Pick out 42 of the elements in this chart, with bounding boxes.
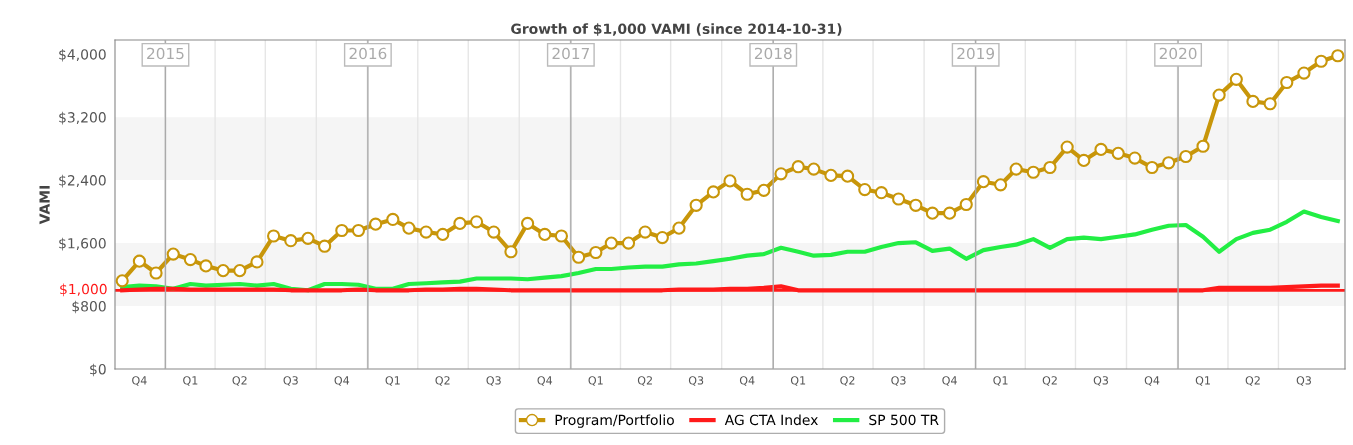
legend-label: Program/Portfolio — [555, 414, 674, 428]
y-tick-label: $2,400 — [59, 174, 106, 188]
x-tick-label: Q4 — [537, 376, 553, 386]
x-tick-label: Q4 — [739, 376, 755, 386]
legend-label: AG CTA Index — [724, 414, 818, 426]
x-tick-label: Q1 — [385, 376, 400, 386]
x-tick-label: Q2 — [840, 376, 855, 386]
y-tick-label: $800 — [72, 300, 106, 314]
x2-tick-label: 2015 — [147, 47, 184, 60]
x-tick-label: Q3 — [1093, 376, 1109, 386]
x-tick-label: Q2 — [435, 376, 450, 386]
x-tick-label: Q4 — [334, 376, 350, 386]
x-tick-label: Q1 — [183, 376, 198, 386]
x-tick-label: Q2 — [637, 376, 652, 386]
y-tick-label: $1,600 — [59, 237, 106, 251]
x-tick-label: Q3 — [283, 376, 298, 386]
x-tick-label: Q3 — [486, 376, 501, 386]
x2-tick-label: 2020 — [1159, 47, 1197, 60]
y-axis-title: VAMI — [39, 186, 50, 225]
x-tick-label: Q3 — [891, 376, 906, 386]
chart-title: Growth of $1,000 VAMI (since 2014-10-31) — [511, 23, 842, 36]
x2-tick-label: 2017 — [552, 47, 589, 60]
x-tick-label: Q1 — [790, 376, 806, 386]
x-tick-label: Q3 — [1296, 376, 1311, 386]
x-tick-label: Q2 — [1042, 376, 1057, 386]
y-tick-label: $3,200 — [59, 111, 106, 125]
x-tick-label: Q1 — [588, 376, 603, 386]
legend-label: SP 500 TR — [869, 414, 939, 426]
x-tick-label: Q4 — [132, 376, 147, 386]
x-tick-label: Q3 — [688, 376, 704, 386]
y-tick-label: $0 — [90, 363, 106, 377]
y-tick-label: $4,000 — [59, 48, 106, 62]
x2-tick-label: 2019 — [957, 47, 995, 60]
x-tick-label: Q2 — [1245, 376, 1260, 386]
x-tick-label: Q1 — [1195, 376, 1210, 386]
x2-tick-label: 2016 — [349, 47, 387, 60]
x2-tick-label: 2018 — [754, 47, 792, 60]
ref-line-label: $1,000 — [60, 283, 107, 297]
x-tick-label: Q4 — [1144, 376, 1160, 386]
x-tick-label: Q2 — [232, 376, 247, 386]
x-tick-label: Q4 — [942, 376, 957, 386]
x-tick-label: Q1 — [993, 376, 1008, 386]
